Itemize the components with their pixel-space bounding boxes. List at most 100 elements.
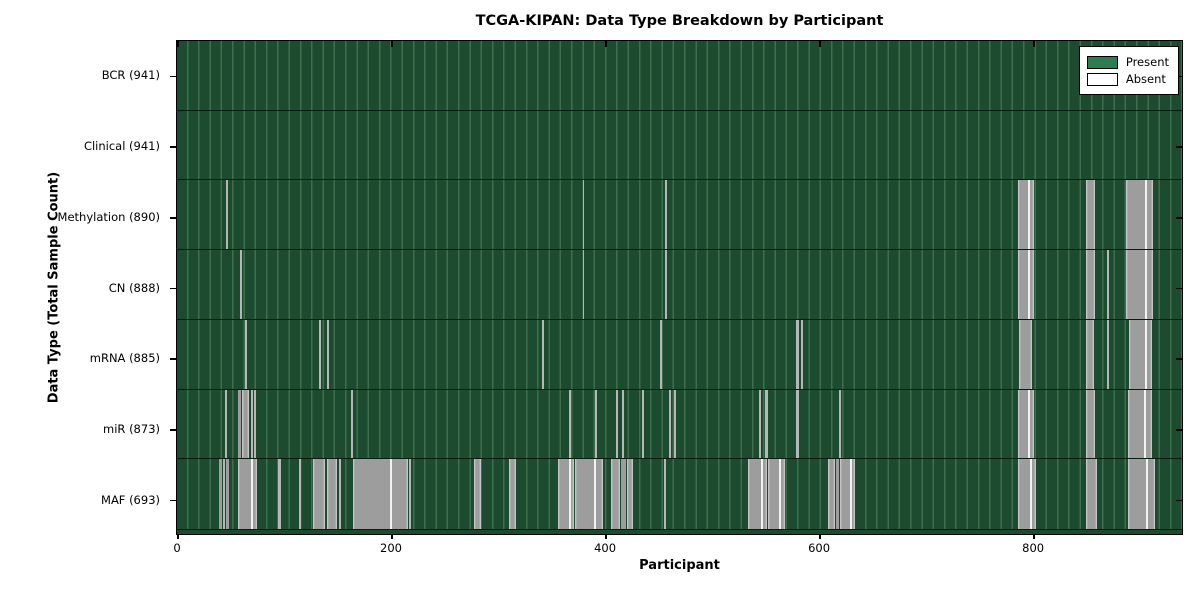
x-tick <box>605 534 607 539</box>
absent-stripe <box>582 180 585 250</box>
y-tick <box>170 429 176 431</box>
absent-stripe <box>237 389 242 459</box>
y-tick-label-mrna: mRNA (885) <box>89 351 160 366</box>
absent-stripe-highlight <box>850 459 853 529</box>
absent-stripe <box>237 459 258 529</box>
row-band-methylation <box>177 180 1182 251</box>
absent-stripe <box>240 250 243 319</box>
x-tick <box>1033 534 1035 539</box>
absent-stripe <box>242 389 249 459</box>
absent-stripe <box>626 459 634 529</box>
row-band-mrna <box>177 319 1182 390</box>
absent-stripe <box>800 319 803 389</box>
absent-stripe <box>278 459 281 529</box>
x-tick-label: 800 <box>1022 541 1045 555</box>
absent-stripe <box>840 459 856 529</box>
row-band-cn <box>177 250 1182 320</box>
row-band-maf <box>177 459 1182 530</box>
absent-stripe <box>828 459 835 529</box>
absent-stripe <box>594 389 597 459</box>
y-tick-right <box>1176 429 1182 431</box>
absent-stripe-highlight <box>250 459 253 529</box>
y-tick <box>170 358 176 360</box>
x-tick <box>177 534 179 539</box>
y-tick-label-maf: MAF (693) <box>101 492 160 507</box>
absent-stripe-highlight <box>1028 180 1031 250</box>
absent-stripe <box>1127 459 1156 529</box>
row-band-clinical <box>177 110 1182 181</box>
absent-stripe <box>765 389 768 459</box>
absent-stripe <box>621 459 626 529</box>
absent-stripe <box>312 459 326 529</box>
absent-stripe <box>226 180 228 250</box>
absent-stripe <box>509 459 516 529</box>
absent-stripe <box>1017 459 1036 529</box>
absent-stripe <box>669 389 672 459</box>
absent-stripe-highlight <box>390 459 393 529</box>
row-band-bcr <box>177 41 1182 111</box>
y-tick <box>170 75 176 78</box>
absent-stripe-highlight <box>1144 250 1147 319</box>
x-tick-label: 400 <box>594 541 617 555</box>
absent-stripe <box>1085 250 1096 319</box>
x-tick-top <box>1033 41 1035 47</box>
absent-stripe <box>542 319 545 389</box>
absent-stripe <box>339 459 342 529</box>
absent-stripe <box>298 459 301 529</box>
absent-stripe <box>641 389 644 459</box>
absent-stripe-highlight <box>1144 389 1147 459</box>
absent-stripe <box>1017 389 1034 459</box>
absent-stripe <box>253 389 257 459</box>
absent-stripe <box>326 459 338 529</box>
y-tick-right <box>1176 75 1182 78</box>
y-tick-right <box>1176 287 1182 290</box>
absent-stripe-highlight <box>594 459 597 529</box>
legend: Present Absent <box>1078 46 1179 95</box>
x-axis-label: Participant <box>639 558 720 573</box>
absent-stripe <box>1085 319 1095 389</box>
absent-stripe <box>326 319 329 389</box>
plot-area: Present Absent 0 200 400 600 800 <box>170 40 1183 555</box>
absent-stripe <box>575 459 604 529</box>
x-tick <box>391 534 393 539</box>
absent-stripe <box>1017 250 1034 319</box>
absent-stripe <box>796 389 799 459</box>
legend-entry: Absent <box>1086 72 1169 86</box>
absent-stripe <box>659 319 662 389</box>
legend-swatch-icon <box>1086 72 1118 86</box>
absent-stripe <box>1085 459 1097 529</box>
absent-stripe <box>610 459 621 529</box>
absent-stripe <box>1107 250 1110 319</box>
y-tick-label-mir: miR (873) <box>103 421 160 436</box>
absent-stripe <box>665 180 667 250</box>
absent-stripe <box>568 389 572 459</box>
absent-stripe <box>665 250 667 319</box>
absent-stripe <box>351 389 354 459</box>
y-tick-label-methylation: Methylation (890) <box>57 209 160 224</box>
absent-stripe <box>225 389 228 459</box>
absent-stripe <box>250 389 253 459</box>
y-tick-label-cn: CN (888) <box>108 280 160 295</box>
absent-stripe-highlight <box>1029 459 1032 529</box>
absent-stripe-highlight <box>760 459 763 529</box>
absent-stripe <box>759 389 762 459</box>
chart-title: TCGA-KIPAN: Data Type Breakdown by Parti… <box>475 13 884 29</box>
absent-stripe-highlight <box>1144 319 1147 389</box>
y-tick <box>170 499 176 502</box>
absent-stripe-highlight <box>1028 250 1031 319</box>
y-tick-right <box>1176 358 1182 360</box>
x-tick-top <box>605 41 607 47</box>
absent-stripe <box>1126 180 1154 250</box>
x-tick-label: 600 <box>808 541 831 555</box>
x-tick-top <box>391 41 393 47</box>
absent-stripe <box>767 459 785 529</box>
y-tick-label-bcr: BCR (941) <box>101 68 160 83</box>
absent-stripe <box>748 459 767 529</box>
absent-stripe-highlight <box>1144 180 1147 250</box>
x-tick-label: 0 <box>173 541 181 555</box>
absent-stripe <box>664 459 667 529</box>
absent-stripe <box>835 459 840 529</box>
absent-stripe <box>1018 319 1033 389</box>
absent-stripe <box>622 389 625 459</box>
y-tick-right <box>1176 499 1182 502</box>
